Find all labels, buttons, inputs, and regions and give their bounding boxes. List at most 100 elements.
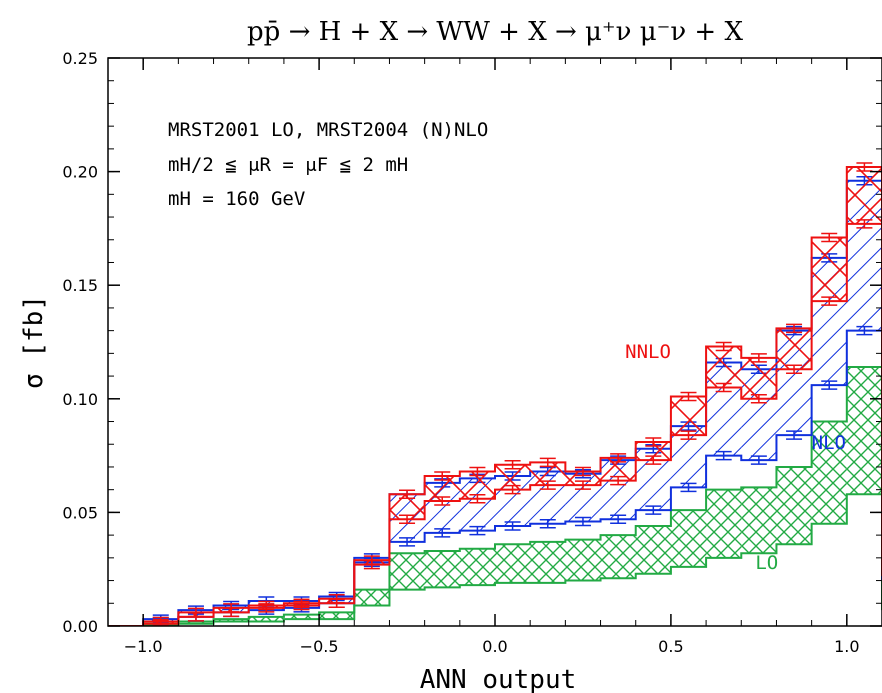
y-tick-label: 0.15 [62, 276, 98, 295]
error-bar-nlo [750, 455, 767, 465]
x-tick-label: 0.0 [482, 637, 507, 656]
x-tick-label: 1.0 [834, 637, 859, 656]
band-nnlo-bin [741, 357, 777, 399]
annotation-scale: mH/2 ≦ μR = μF ≦ 2 mH [168, 154, 408, 176]
band-lo-bin [389, 553, 425, 590]
error-bar-nlo [434, 528, 451, 538]
band-lo-bin [635, 526, 671, 574]
error-bar-nnlo [434, 496, 451, 506]
band-nnlo-bin [776, 328, 812, 370]
error-bar-nnlo [680, 391, 697, 402]
band-lo-bin [248, 616, 284, 622]
error-bar-nlo [821, 380, 838, 390]
error-bar-nnlo [645, 437, 662, 447]
error-bar-nnlo [786, 364, 803, 375]
step-nnlo-high [108, 166, 882, 626]
error-bar-nnlo [821, 232, 838, 243]
error-bar-nnlo [223, 603, 240, 613]
error-bar-nlo [469, 525, 486, 536]
error-bar-nnlo [750, 394, 767, 404]
error-bar-nlo [610, 514, 627, 524]
error-bar-nlo [504, 521, 521, 531]
band-lo-bin [354, 589, 390, 606]
error-bar-nnlo [539, 457, 556, 468]
error-bar-nlo [856, 325, 873, 336]
error-bar-nnlo [469, 466, 486, 477]
error-bar-nnlo [715, 382, 732, 393]
error-bar-nnlo [504, 484, 521, 495]
band-lo-bin [846, 366, 882, 495]
error-bar-nnlo [434, 471, 451, 481]
band-nnlo-bin [600, 457, 636, 481]
error-bar-nnlo [258, 600, 275, 611]
band-lo-bin [495, 544, 531, 583]
band-lo-bin [530, 541, 566, 583]
step-lo-low [108, 493, 882, 626]
error-bar-nnlo [469, 494, 486, 504]
band-nnlo-bin [635, 441, 671, 461]
y-tick-label: 0.10 [62, 390, 98, 409]
step-nnlo-low [108, 222, 882, 626]
band-nnlo-bin [530, 462, 566, 486]
error-bar-nnlo [856, 219, 873, 229]
error-bar-nnlo [610, 475, 627, 486]
band-lo-bin [776, 466, 812, 545]
x-axis-title: ANN output [420, 665, 577, 693]
error-bar-nlo [715, 450, 732, 461]
series-label-nlo: NLO [812, 432, 846, 454]
band-lo-bin [459, 548, 495, 586]
y-tick-label: 0.00 [62, 617, 98, 636]
error-bar-nnlo [645, 455, 662, 465]
error-bar-nnlo [574, 480, 591, 490]
error-bar-nnlo [856, 162, 873, 172]
error-bar-nnlo [399, 514, 416, 524]
band-lo-bin [565, 539, 601, 581]
annotation-pdf: MRST2001 LO, MRST2004 (N)NLO [168, 119, 488, 141]
error-bar-nnlo [574, 466, 591, 477]
band-lo-bin [811, 421, 847, 524]
band-lo-bin [741, 487, 777, 554]
error-bar-nlo [539, 519, 556, 529]
band-lo-bin [319, 612, 355, 620]
x-tick-label: 0.5 [658, 637, 683, 656]
error-bar-nlo [645, 505, 662, 515]
band-nnlo-bin [846, 167, 882, 224]
error-bar-nnlo [399, 489, 416, 499]
x-tick-label: −0.5 [300, 637, 339, 656]
band-lo-bin [706, 489, 742, 558]
y-tick-label: 0.05 [62, 503, 98, 522]
band-nnlo-bin [565, 471, 601, 486]
axes: −1.0 −0.5 0.0 0.5 1.0 0.00 0.05 0.10 0.15 0.20 0.2… [62, 49, 882, 656]
y-tick-label: 0.20 [62, 163, 98, 182]
step-lo-high [108, 365, 882, 626]
band-lo-bin [283, 614, 320, 620]
band-lo-bin [600, 535, 636, 579]
band-nnlo-bin [706, 346, 742, 388]
band-lo-bin [213, 619, 249, 622]
error-bar-nnlo [680, 430, 697, 440]
error-bar-nnlo [539, 480, 556, 490]
series-label-nnlo: NNLO [625, 341, 671, 363]
band-lo-bin [178, 621, 214, 624]
y-axis-title: σ [fb] [19, 295, 49, 389]
error-bar-nlo [574, 516, 591, 527]
series-nnlo [108, 162, 882, 626]
band-lo-bin [670, 510, 707, 567]
chart-title: pp̄ → H + X → WW + X → μ⁺ν μ⁻ν + X [247, 17, 743, 47]
error-bar-nnlo [293, 598, 310, 609]
error-bar-nlo [786, 430, 803, 440]
error-bar-nlo [680, 482, 697, 493]
series-label-lo: LO [755, 552, 778, 574]
error-bar-nnlo [328, 593, 345, 604]
error-bar-nnlo [715, 341, 732, 352]
error-bar-nnlo [821, 296, 838, 306]
annotation-mass: mH = 160 GeV [168, 188, 305, 210]
error-bar-nlo [399, 537, 416, 547]
band-lo-bin [424, 551, 460, 588]
error-bar-nnlo [610, 453, 627, 463]
error-bar-nnlo [363, 555, 380, 565]
annotation-block: MRST2001 LO, MRST2004 (N)NLO mH/2 ≦ μR =… [168, 119, 488, 210]
y-tick-label: 0.25 [62, 49, 98, 68]
error-bar-nnlo [786, 323, 803, 334]
